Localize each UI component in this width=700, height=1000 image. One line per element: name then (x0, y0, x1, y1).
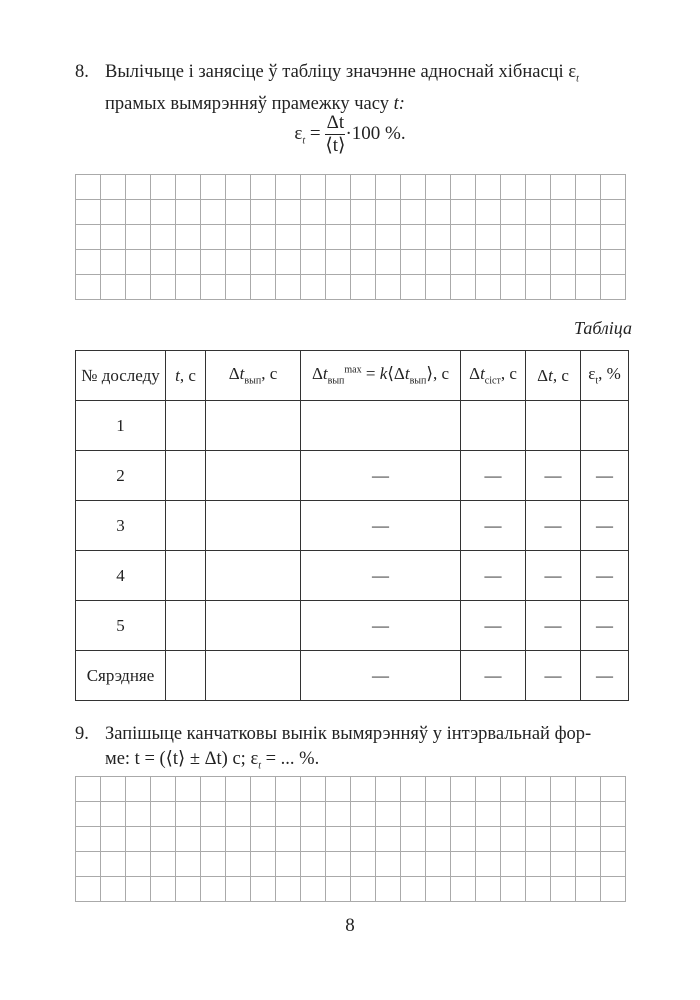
table-cell[interactable] (580, 400, 629, 451)
table-caption: Табліца (573, 318, 632, 338)
table-cell[interactable]: — (460, 450, 526, 501)
table-cell[interactable]: — (460, 550, 526, 601)
answer-grid-9[interactable] (75, 776, 626, 902)
task-text-line2: прамых вымярэнняў прамежку часу t: (105, 92, 635, 117)
header-cell: Δt_вып, с (205, 350, 301, 401)
table-cell[interactable]: 1 (75, 400, 166, 451)
table-cell[interactable]: 5 (75, 600, 166, 651)
denominator: ⟨t⟩ (325, 135, 346, 156)
equals: = (305, 122, 326, 144)
results-table: № доследу t, с Δt_вып, с Δt_вып^max = k⟨… (75, 350, 629, 701)
formula-relative-error: εt = Δt ⟨t⟩ ·100 %. (0, 112, 700, 157)
header-cell: Δt, с (525, 350, 581, 401)
text: Вылічыце і занясіце ў табліцу значэнне а… (105, 62, 577, 82)
table-cell[interactable]: — (580, 500, 629, 551)
table-cell[interactable] (300, 400, 461, 451)
subscript: t (576, 73, 579, 85)
header-cell: № доследу (75, 350, 166, 401)
table-cell[interactable] (165, 600, 206, 651)
table-cell[interactable]: Сярэдняе (75, 650, 166, 701)
table-cell[interactable]: — (460, 600, 526, 651)
header-cell: Δt_сіст, с (460, 350, 526, 401)
variable: t: (393, 93, 405, 114)
table-cell[interactable] (165, 650, 206, 701)
table-cell[interactable]: — (460, 650, 526, 701)
formula-tail: ·100 %. (345, 122, 406, 144)
table-cell[interactable]: — (525, 600, 581, 651)
table-cell[interactable] (205, 400, 301, 451)
table-cell[interactable] (165, 450, 206, 501)
table-cell[interactable]: — (580, 550, 629, 601)
page-number: 8 (345, 915, 355, 936)
subscript: t (302, 135, 306, 147)
table-cell[interactable] (205, 650, 301, 701)
header-cell: Δt_вып^max = k⟨Δt_вып⟩, с (300, 350, 461, 401)
table-row: 4— — — — (75, 550, 629, 601)
numerator: Δt (325, 112, 346, 135)
table-header: № доследу t, с Δt_вып, с Δt_вып^max = k⟨… (75, 350, 629, 401)
table-cell[interactable]: 2 (75, 450, 166, 501)
table-row: 1 (75, 400, 629, 451)
header-cell: t, с (165, 350, 206, 401)
task-number: 9. (75, 724, 89, 744)
table-cell[interactable] (205, 500, 301, 551)
subscript: t (258, 760, 261, 772)
fraction: Δt ⟨t⟩ (325, 112, 346, 157)
table-cell[interactable]: — (300, 450, 461, 501)
table-cell[interactable]: — (300, 550, 461, 601)
table-row: Сярэдняе — — — — (75, 650, 629, 701)
table-row: 2— — — — (75, 450, 629, 501)
task-9: 9. Запішыце канчатковы вынік вымярэнняў … (75, 722, 635, 779)
table-cell[interactable]: — (300, 500, 461, 551)
table-cell[interactable]: — (460, 500, 526, 551)
table-cell[interactable] (205, 450, 301, 501)
table-cell[interactable]: — (525, 550, 581, 601)
table-cell[interactable]: 3 (75, 500, 166, 551)
table-cell[interactable]: — (300, 650, 461, 701)
answer-grid-8[interactable] (75, 174, 626, 300)
task-text-line2: ме: t = (⟨t⟩ ± Δt) с; εt = ... %. (105, 747, 635, 779)
task-8: 8. Вылічыце і занясіце ў табліцу значэнн… (75, 60, 635, 117)
text: = ... %. (261, 749, 320, 769)
table-row: 5— — — — (75, 600, 629, 651)
table-cell[interactable]: — (525, 500, 581, 551)
table-cell[interactable] (205, 600, 301, 651)
table-cell[interactable]: — (525, 650, 581, 701)
table-cell[interactable]: — (580, 450, 629, 501)
table-cell[interactable]: — (525, 450, 581, 501)
table-cell[interactable] (165, 500, 206, 551)
header-cell: ε_t, % (580, 350, 629, 401)
table-row: 3— — — — (75, 500, 629, 551)
table-cell[interactable]: 4 (75, 550, 166, 601)
table-cell[interactable] (525, 400, 581, 451)
task-text-line1: Запішыце канчатковы вынік вымярэнняў у і… (105, 724, 592, 744)
task-text-line1: Вылічыце і занясіце ў табліцу значэнне а… (105, 60, 635, 92)
table-cell[interactable] (460, 400, 526, 451)
table-cell[interactable]: — (580, 650, 629, 701)
table-cell[interactable] (165, 400, 206, 451)
epsilon: ε (294, 122, 303, 144)
text: прамых вымярэнняў прамежку часу (105, 93, 394, 114)
table-cell[interactable]: — (300, 600, 461, 651)
table-cell[interactable]: — (580, 600, 629, 651)
task-number: 8. (75, 62, 89, 82)
table-cell[interactable] (205, 550, 301, 601)
table-cell[interactable] (165, 550, 206, 601)
text: ме: t = (⟨t⟩ ± Δt) с; ε (105, 749, 259, 769)
